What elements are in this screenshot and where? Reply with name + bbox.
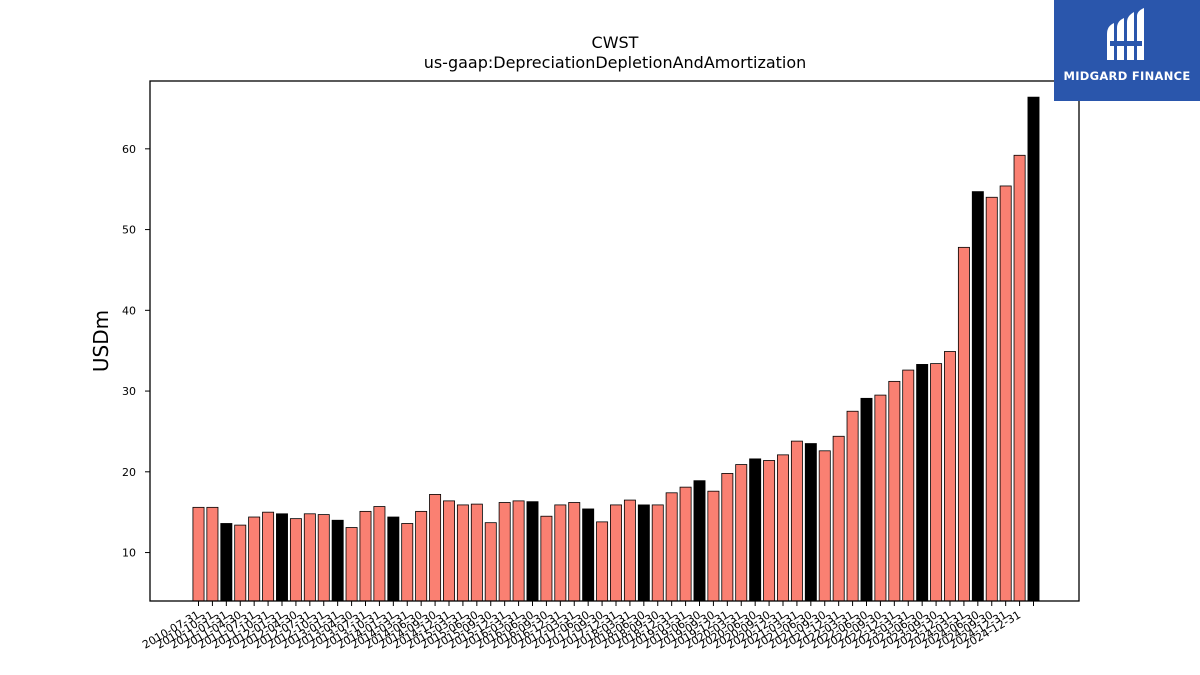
bar — [1013, 154, 1026, 602]
bar — [818, 450, 831, 602]
bar — [596, 521, 609, 602]
bar — [317, 514, 330, 602]
bar — [262, 511, 275, 602]
bar — [985, 196, 998, 602]
bar — [359, 510, 372, 602]
bar — [248, 516, 261, 602]
y-tick-label: 50 — [122, 224, 136, 237]
bar — [582, 508, 595, 602]
bars-group — [192, 96, 1040, 602]
bar — [234, 524, 247, 602]
bar — [443, 500, 455, 602]
bar — [930, 363, 943, 602]
chart-title: CWST — [592, 33, 639, 52]
bar — [902, 369, 915, 602]
bar — [498, 502, 511, 602]
bar — [276, 513, 288, 602]
y-axis-label: USDm — [89, 310, 113, 372]
chart-subtitle: us-gaap:DepreciationDepletionAndAmortiza… — [424, 53, 807, 72]
y-tick-label: 60 — [122, 143, 136, 156]
bar — [429, 494, 442, 602]
bar — [944, 351, 956, 602]
logo-mark-icon — [1107, 8, 1144, 60]
bar — [331, 519, 344, 602]
logo-text: MIDGARD FINANCE — [1063, 69, 1191, 83]
bar — [345, 527, 358, 602]
x-ticks: 2010-07-312010-10-312011-01-312011-04-30… — [140, 601, 1034, 652]
bar — [512, 500, 525, 602]
plot-frame — [149, 80, 1080, 602]
bar — [484, 522, 497, 602]
bar — [888, 380, 901, 602]
y-tick-label: 20 — [122, 466, 136, 479]
bar — [679, 486, 692, 602]
bar — [554, 504, 567, 602]
bar — [373, 506, 386, 602]
bar — [790, 440, 803, 602]
bar — [1027, 96, 1040, 602]
bar — [999, 185, 1012, 602]
bar — [665, 492, 678, 602]
bar — [874, 394, 887, 602]
bar — [721, 473, 734, 602]
bar — [860, 397, 873, 602]
midgard-finance-logo: MIDGARD FINANCE — [1054, 0, 1200, 101]
bar — [192, 506, 205, 602]
bar — [693, 480, 706, 602]
bar — [707, 490, 720, 602]
bar — [610, 504, 622, 602]
bar — [220, 523, 233, 602]
bar — [971, 191, 984, 602]
bar — [957, 246, 970, 602]
bar — [916, 364, 929, 602]
bar — [303, 513, 316, 602]
y-tick-label: 30 — [122, 385, 136, 398]
bar — [637, 504, 650, 602]
bar — [540, 515, 553, 602]
bar — [735, 464, 748, 602]
y-tick-label: 10 — [122, 547, 136, 560]
bar — [456, 504, 469, 602]
y-tick-label: 40 — [122, 304, 136, 317]
bar — [623, 499, 636, 602]
bar — [568, 502, 581, 602]
bar — [749, 458, 762, 602]
bar — [804, 443, 817, 602]
bar — [777, 454, 789, 602]
bar — [387, 516, 400, 602]
bar — [401, 523, 414, 602]
bar — [526, 501, 539, 602]
bar — [763, 460, 776, 602]
bar — [651, 504, 664, 602]
bar — [846, 410, 859, 602]
bar — [206, 506, 219, 602]
bar — [832, 435, 845, 602]
bar — [470, 503, 483, 602]
bar — [415, 510, 428, 602]
bar — [289, 518, 302, 602]
y-ticks: 10 20 30 40 50 60 — [122, 143, 150, 560]
